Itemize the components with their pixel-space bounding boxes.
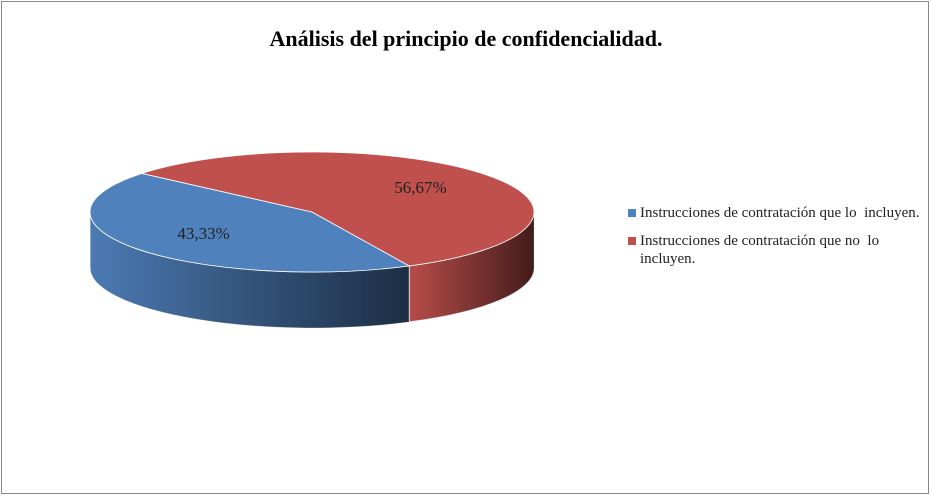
legend-entry: Instrucciones de contratación que lo inc…: [628, 204, 920, 222]
data-label: 43,33%: [177, 224, 229, 243]
legend: Instrucciones de contratación que lo inc…: [628, 204, 920, 278]
pie: 43,33% 56,67%: [89, 151, 535, 329]
pie-slice: [89, 173, 411, 273]
pie-slice: [140, 151, 535, 267]
legend-swatch: [628, 209, 636, 217]
chart-title: Análisis del principio de confidencialid…: [269, 26, 662, 51]
legend-label: Instrucciones de contratación que no lo …: [640, 233, 883, 267]
pie-side-shade: [90, 212, 410, 328]
legend-label: Instrucciones de contratación que lo inc…: [640, 205, 920, 221]
data-label: 56,67%: [394, 178, 446, 197]
pie-side-shade: [409, 212, 534, 322]
legend-entry: Instrucciones de contratación que no lo …: [628, 232, 920, 268]
legend-swatch: [628, 237, 636, 245]
